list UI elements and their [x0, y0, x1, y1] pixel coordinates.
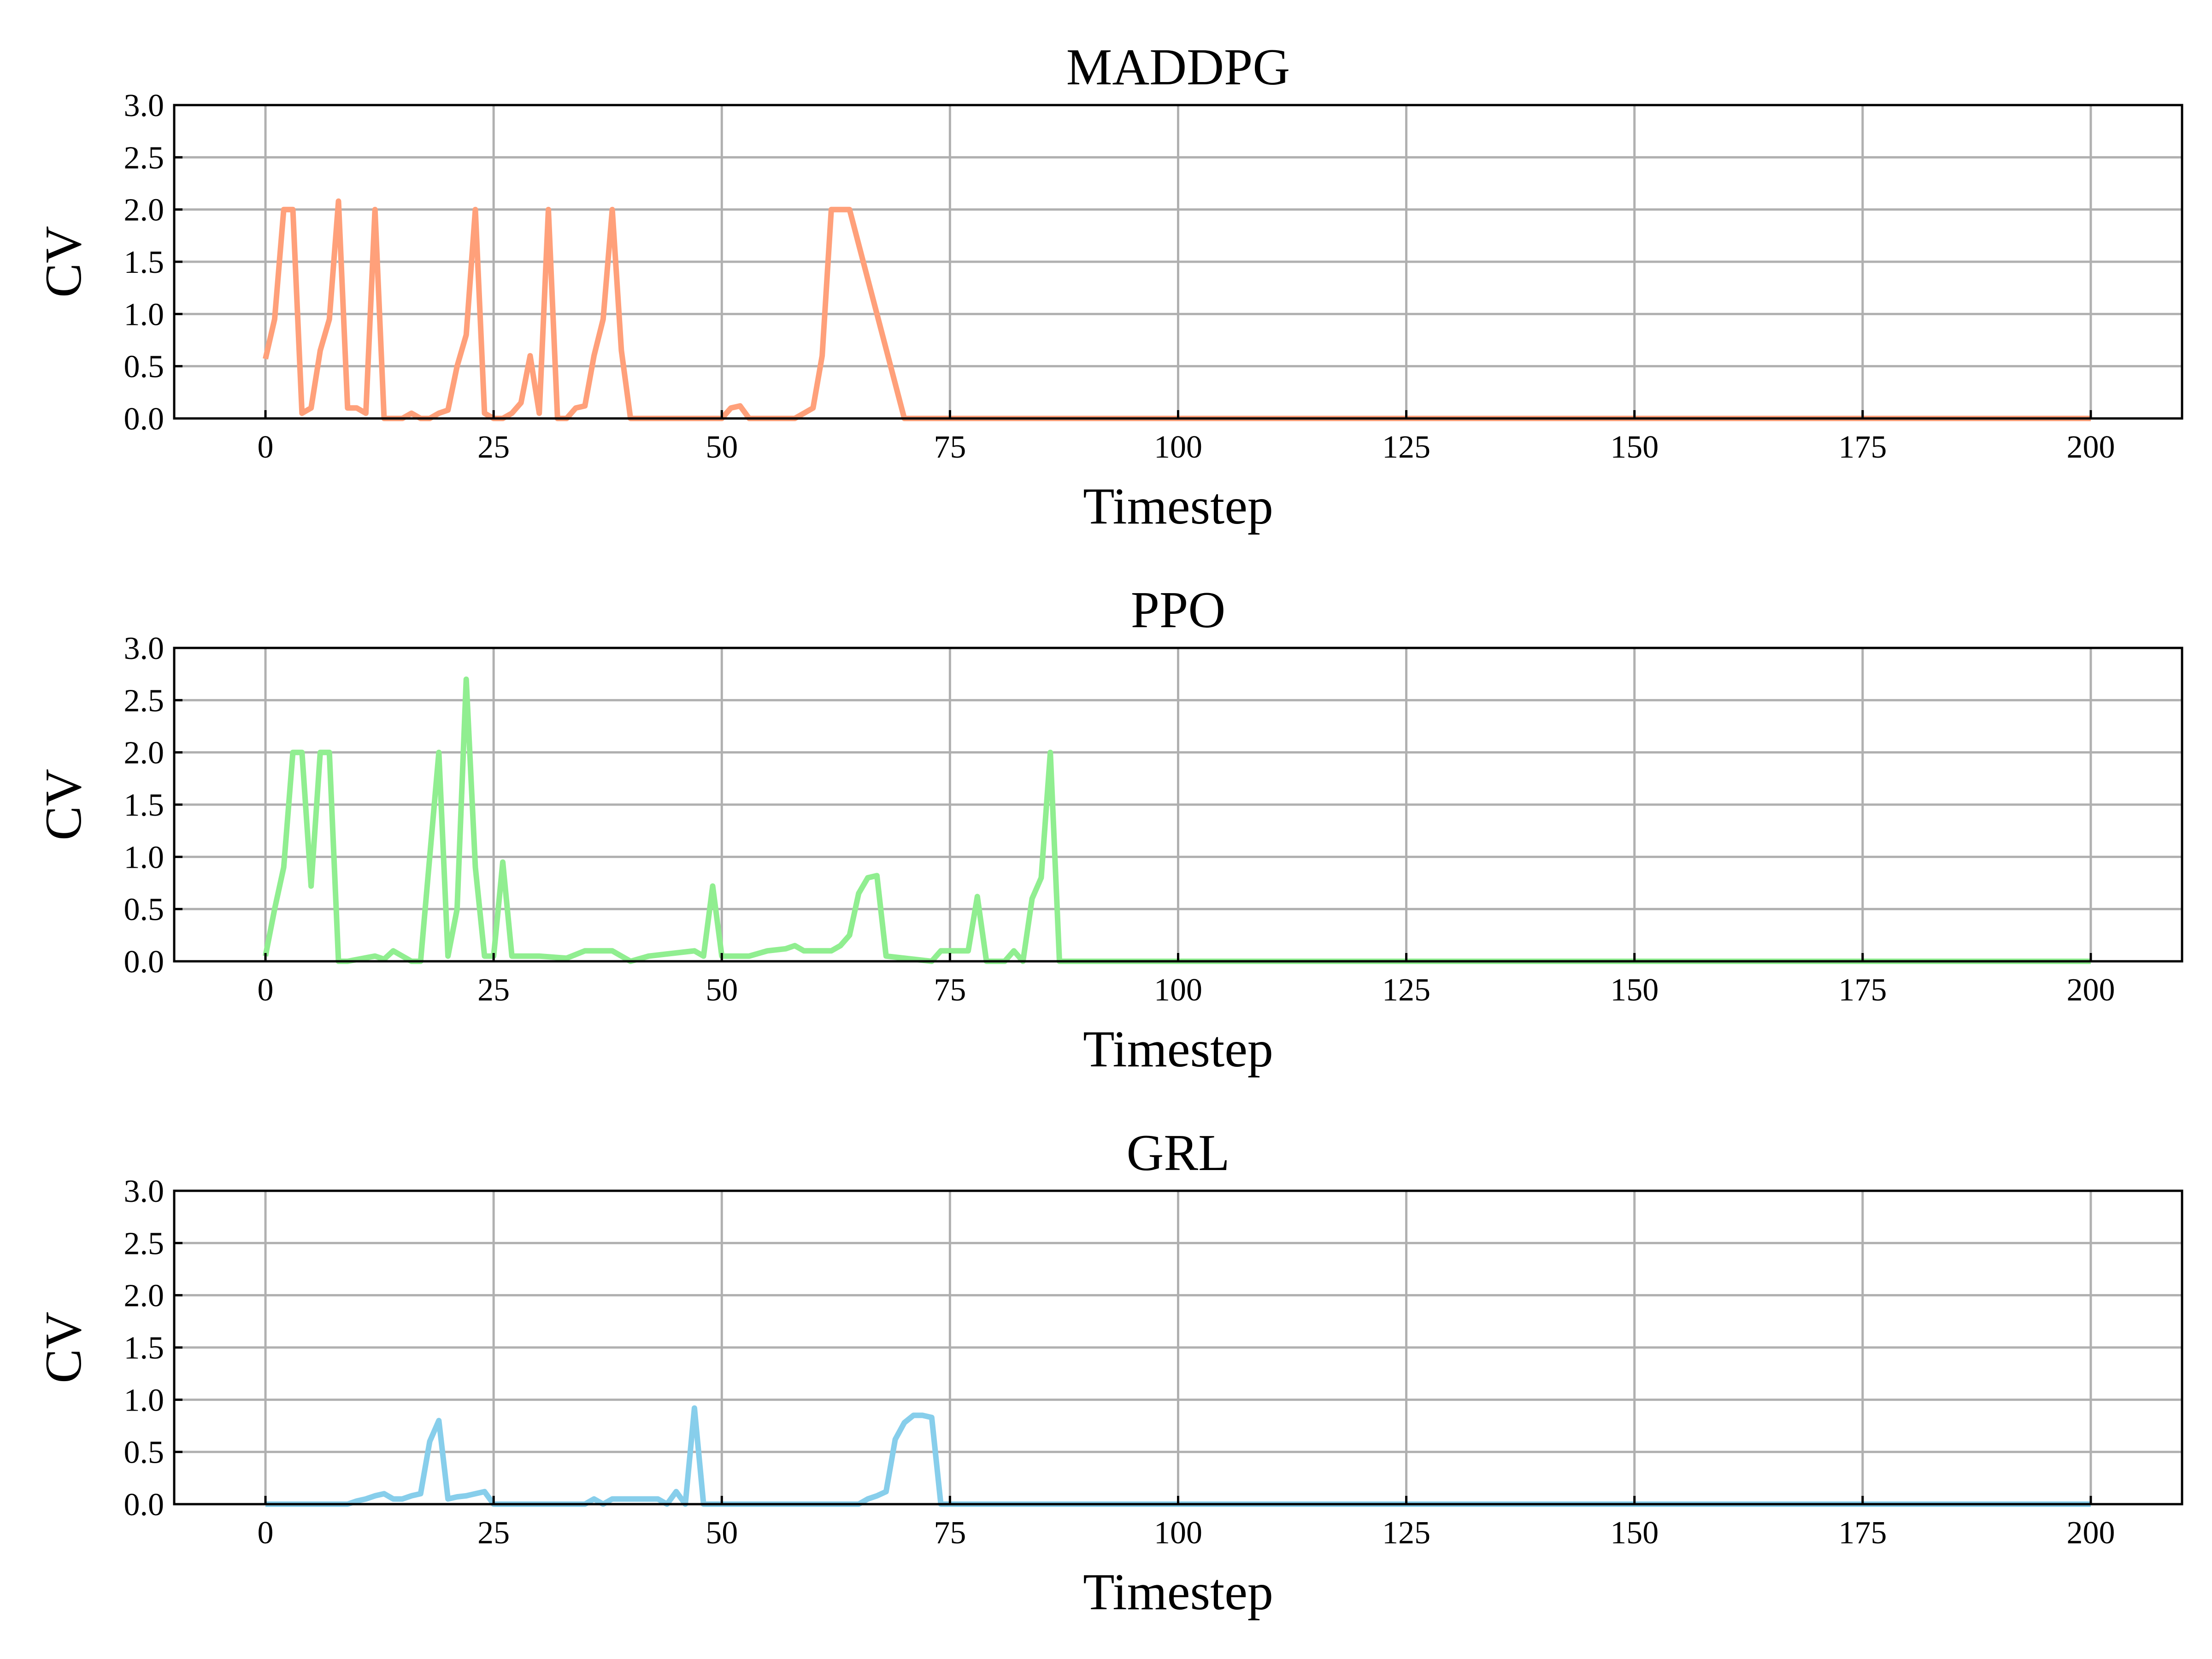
chart-title: PPO — [1131, 582, 1225, 639]
chart-title: MADDPG — [1066, 39, 1290, 96]
x-axis-label: Timestep — [1083, 478, 1273, 535]
y-tick-label: 2.0 — [124, 1278, 165, 1314]
y-tick-label: 3.0 — [124, 631, 165, 666]
x-tick-label: 0 — [258, 972, 274, 1008]
x-tick-label: 125 — [1382, 1515, 1430, 1551]
y-tick-label: 0.5 — [124, 892, 165, 928]
y-axis-label: CV — [35, 769, 92, 841]
x-tick-label: 200 — [2066, 972, 2115, 1008]
x-tick-label: 50 — [706, 972, 738, 1008]
x-tick-label: 150 — [1610, 429, 1659, 465]
x-tick-label: 175 — [1838, 1515, 1887, 1551]
y-tick-label: 0.0 — [124, 1487, 165, 1523]
y-tick-label: 2.5 — [124, 1226, 165, 1261]
y-tick-label: 0.5 — [124, 349, 165, 385]
x-tick-label: 125 — [1382, 972, 1430, 1008]
y-axis-label: CV — [35, 1312, 92, 1383]
x-tick-label: 75 — [934, 429, 966, 465]
chart-title: GRL — [1127, 1124, 1230, 1182]
y-tick-label: 0.5 — [124, 1435, 165, 1471]
x-tick-label: 75 — [934, 1515, 966, 1551]
series-line — [263, 198, 2091, 421]
x-tick-label: 125 — [1382, 429, 1430, 465]
x-tick-label: 100 — [1154, 972, 1202, 1008]
y-tick-label: 2.5 — [124, 683, 165, 718]
x-tick-label: 0 — [258, 1515, 274, 1551]
series-line — [265, 1405, 2091, 1507]
x-tick-label: 50 — [706, 1515, 738, 1551]
x-axis-label: Timestep — [1083, 1564, 1273, 1621]
subplot-3: 0 25 50 75 100 125 150 175 200 0.0 0.5 1.0 1.5 2.0 2.5… — [35, 1124, 2183, 1621]
y-tick-label: 2.0 — [124, 735, 165, 771]
x-tick-label: 200 — [2066, 1515, 2115, 1551]
y-tick-label: 1.0 — [124, 840, 165, 875]
y-tick-label: 3.0 — [124, 88, 165, 124]
x-tick-label: 200 — [2066, 429, 2115, 465]
y-tick-label: 0.0 — [124, 401, 165, 437]
y-tick-label: 2.0 — [124, 193, 165, 228]
y-tick-label: 2.5 — [124, 140, 165, 176]
x-tick-label: 25 — [477, 972, 510, 1008]
y-tick-label: 1.5 — [124, 245, 165, 280]
y-tick-label: 1.0 — [124, 1382, 165, 1418]
y-tick-label: 0.0 — [124, 944, 165, 980]
x-tick-label: 175 — [1838, 972, 1887, 1008]
x-tick-label: 100 — [1154, 1515, 1202, 1551]
y-axis-label: CV — [35, 226, 92, 298]
x-tick-label: 50 — [706, 429, 738, 465]
x-tick-label: 25 — [477, 429, 510, 465]
y-tick-label: 1.5 — [124, 788, 165, 823]
subplot-2: 0 25 50 75 100 125 150 175 200 0.0 0.5 1.0 1.5 2.0 2.5… — [35, 582, 2183, 1078]
x-axis-label: Timestep — [1083, 1021, 1273, 1078]
subplot-1: 0 25 50 75 100 125 150 175 200 0.0 0.5 1.0 1.5 2.0 2.5… — [35, 39, 2183, 535]
x-tick-label: 175 — [1838, 429, 1887, 465]
x-tick-label: 150 — [1610, 1515, 1659, 1551]
x-tick-label: 25 — [477, 1515, 510, 1551]
y-tick-label: 3.0 — [124, 1174, 165, 1209]
x-tick-label: 0 — [258, 429, 274, 465]
y-tick-label: 1.5 — [124, 1330, 165, 1366]
x-tick-label: 100 — [1154, 429, 1202, 465]
x-tick-label: 150 — [1610, 972, 1659, 1008]
y-tick-label: 1.0 — [124, 297, 165, 332]
x-tick-label: 75 — [934, 972, 966, 1008]
series-line — [263, 677, 2091, 964]
